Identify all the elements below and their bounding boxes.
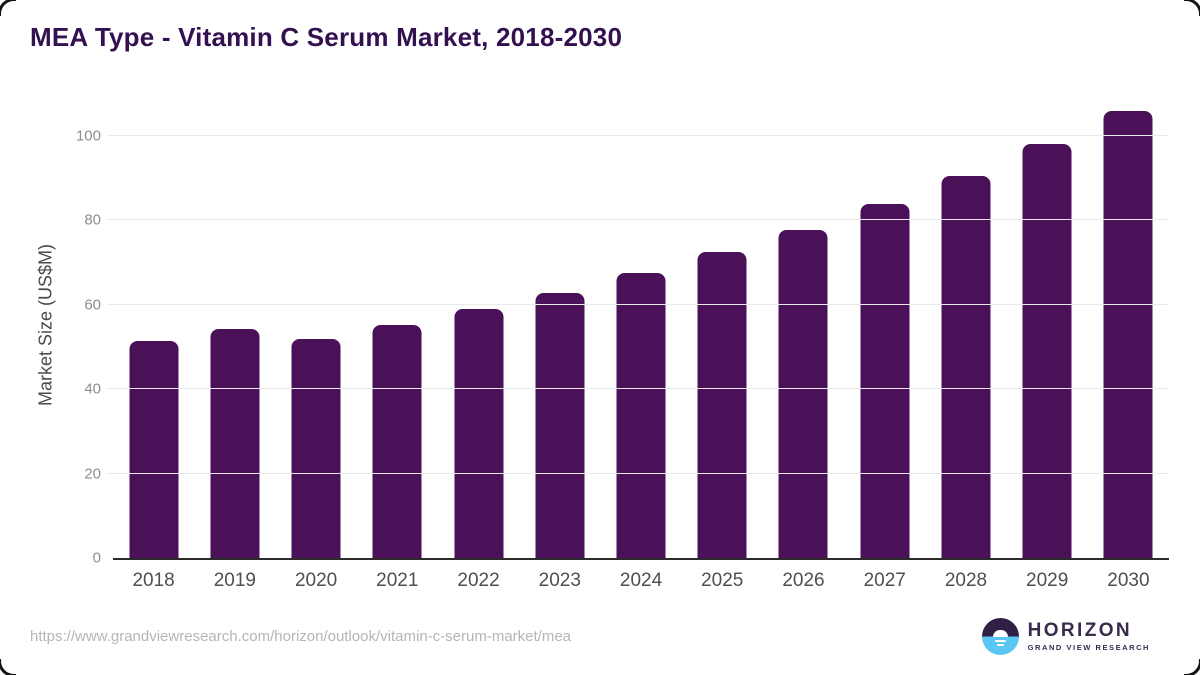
bar-slot-2022	[438, 108, 519, 558]
x-label-2022: 2022	[457, 570, 500, 591]
x-label-2025: 2025	[701, 570, 744, 591]
bar-slot-2021	[357, 108, 438, 558]
bar-2026[interactable]	[778, 230, 828, 558]
bar-2019[interactable]	[210, 329, 260, 558]
bar-2020[interactable]	[291, 339, 341, 558]
bar-slot-2025	[682, 108, 763, 558]
x-label-2021: 2021	[376, 570, 419, 591]
logo-text-block: HORIZON GRAND VIEW RESEARCH	[1028, 621, 1150, 652]
gridline-80	[107, 219, 1169, 221]
card-corner-top-right	[1184, 0, 1200, 16]
y-tick-label-100: 100	[75, 127, 101, 145]
x-label-2020: 2020	[294, 570, 338, 591]
x-label-2018: 2018	[132, 570, 175, 591]
gridline-40	[107, 388, 1169, 390]
bar-slot-2029	[1007, 108, 1088, 558]
card-corner-top-left	[0, 0, 16, 16]
card-corner-bottom-right	[1184, 659, 1200, 675]
gridline-100	[107, 134, 1169, 136]
bar-2022[interactable]	[454, 309, 504, 558]
bar-slot-2027	[844, 108, 925, 558]
x-axis-labels: 2018 2019 2020 2021 2022 2023 2024 2025 2026 2027…	[113, 570, 1169, 592]
y-tick-label-40: 40	[84, 380, 101, 398]
source-url: https://www.grandviewresearch.com/horizo…	[30, 628, 572, 645]
bar-2023[interactable]	[535, 292, 585, 558]
x-label-2026: 2026	[782, 570, 825, 591]
bar-slot-2018	[113, 108, 194, 558]
logo-reflection-line	[994, 639, 1006, 642]
x-label-2023: 2023	[538, 570, 581, 591]
chart-title: MEA Type - Vitamin C Serum Market, 2018-…	[30, 22, 623, 52]
y-tick-label-0: 0	[92, 549, 101, 567]
bar-slot-2026	[763, 108, 844, 558]
x-label-2029: 2029	[1026, 570, 1069, 591]
bar-slot-2028	[925, 108, 1006, 558]
y-tick-label-60: 60	[84, 296, 101, 314]
y-tick-label-20: 20	[84, 465, 101, 483]
horizon-logo: HORIZON GRAND VIEW RESEARCH	[981, 618, 1150, 655]
bars-row	[113, 108, 1169, 558]
bar-2024[interactable]	[616, 273, 666, 558]
horizon-sun-circle-icon	[981, 618, 1019, 655]
bar-2025[interactable]	[697, 252, 747, 558]
logo-wordmark: HORIZON	[1027, 620, 1133, 642]
x-label-2030: 2030	[1107, 570, 1150, 591]
x-label-2028: 2028	[944, 570, 988, 591]
logo-sun-shape	[992, 629, 1008, 637]
y-tick-label-80: 80	[84, 211, 101, 229]
bar-2029[interactable]	[1022, 144, 1072, 558]
plot-area: 0 20 40 60 80 100	[76, 108, 1169, 566]
x-label-2024: 2024	[619, 570, 663, 591]
x-label-2019: 2019	[213, 570, 256, 591]
bar-slot-2024	[600, 108, 681, 558]
gridline-20	[107, 472, 1169, 474]
bar-2018[interactable]	[129, 341, 179, 558]
logo-reflection-line	[996, 643, 1004, 646]
bar-2030[interactable]	[1103, 110, 1153, 558]
gridline-60	[107, 303, 1169, 305]
bar-slot-2030	[1088, 108, 1169, 558]
card-corner-bottom-left	[0, 659, 16, 675]
bar-2028[interactable]	[941, 176, 991, 558]
bar-2021[interactable]	[372, 325, 422, 558]
bar-slot-2020	[275, 108, 356, 558]
x-label-2027: 2027	[863, 570, 906, 591]
y-axis-title: Market Size (US$M)	[35, 243, 56, 407]
bar-slot-2019	[194, 108, 275, 558]
bar-2027[interactable]	[860, 204, 910, 558]
bar-slot-2023	[519, 108, 600, 558]
logo-subtitle: GRAND VIEW RESEARCH	[1027, 642, 1150, 652]
